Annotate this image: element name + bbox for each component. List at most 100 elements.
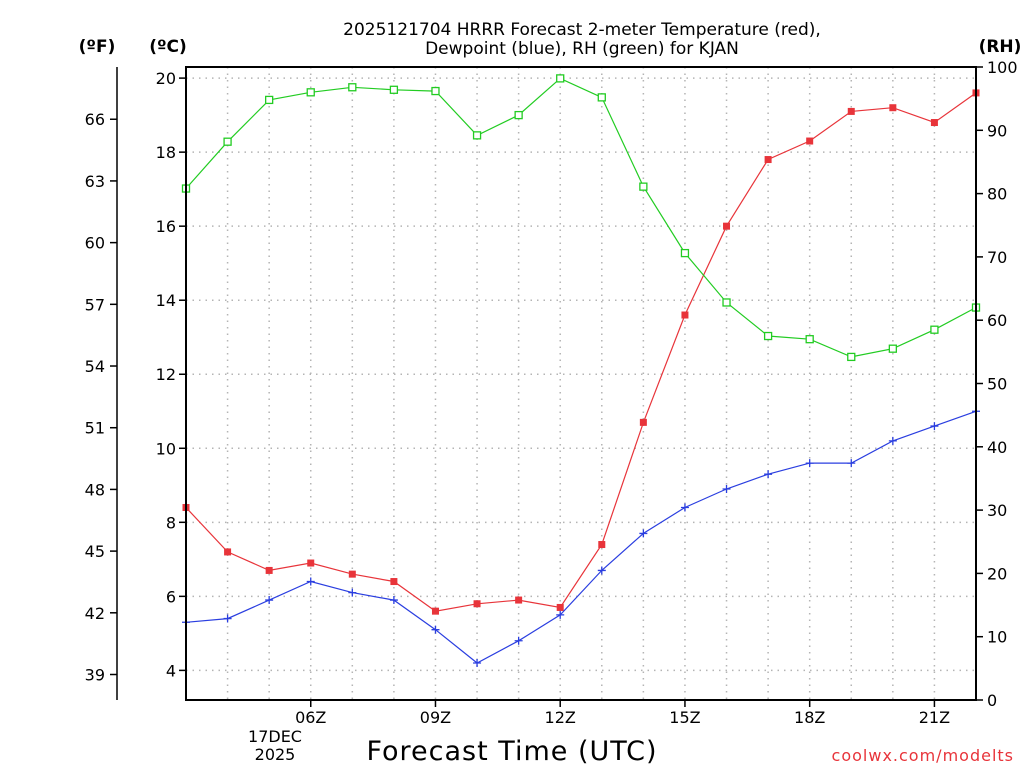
dewpoint-point	[514, 636, 523, 645]
temperature-point	[930, 119, 938, 127]
temperature-point	[307, 559, 315, 567]
rh-point	[805, 335, 814, 344]
fahrenheit-tick-label: 54	[85, 357, 105, 376]
rh-point	[639, 182, 648, 191]
rh-tick-label: 50	[987, 375, 1007, 394]
rh-point	[930, 325, 939, 334]
fahrenheit-tick-label: 63	[85, 172, 105, 191]
temperature-point	[847, 107, 855, 115]
dewpoint-point	[431, 625, 440, 634]
rh-point	[431, 86, 440, 96]
rh-point	[722, 298, 731, 307]
temperature-point	[681, 311, 689, 319]
x-tick-label: 18Z	[794, 708, 825, 727]
temperature-point	[431, 607, 439, 615]
temperature-series-line	[185, 92, 977, 612]
temperature-point	[723, 222, 731, 230]
temperature-point	[515, 596, 523, 604]
temperature-point	[556, 603, 564, 611]
dewpoint-point	[764, 470, 773, 479]
fahrenheit-unit-label: (ºF)	[79, 37, 116, 57]
rh-point	[763, 331, 773, 341]
temperature-point	[348, 570, 356, 578]
rh-point	[306, 88, 315, 97]
x-tick-label: 12Z	[545, 708, 576, 727]
grid-lines	[185, 67, 977, 700]
temperature-point	[764, 156, 772, 164]
chart-title-line1: 2025121704 HRRR Forecast 2-meter Tempera…	[343, 20, 821, 40]
fahrenheit-tick-label: 60	[85, 234, 105, 253]
celsius-tick-label: 4	[166, 661, 176, 680]
temperature-point	[390, 578, 398, 586]
rh-point	[556, 74, 565, 83]
temperature-point	[639, 418, 647, 426]
dewpoint-point	[265, 596, 274, 605]
fahrenheit-tick-label: 57	[85, 295, 105, 314]
celsius-tick-label: 10	[156, 439, 176, 458]
dewpoint-point	[348, 588, 357, 597]
dewpoint-point	[930, 422, 939, 431]
rh-point	[888, 344, 897, 353]
rh-tick-label: 70	[987, 248, 1007, 267]
temperature-point	[889, 104, 897, 112]
rh-point	[265, 95, 274, 105]
celsius-tick-label: 16	[156, 217, 176, 236]
fahrenheit-tick-label: 51	[85, 419, 105, 438]
dewpoint-point	[223, 614, 232, 623]
fahrenheit-tick-label: 45	[85, 542, 105, 561]
rh-tick-label: 20	[987, 564, 1007, 583]
dewpoint-point	[389, 596, 398, 605]
rh-tick-label: 60	[987, 311, 1007, 330]
dewpoint-point	[722, 485, 731, 493]
celsius-tick-label: 8	[166, 513, 176, 532]
rh-series-line	[185, 77, 977, 358]
fahrenheit-tick-label: 48	[85, 480, 105, 499]
celsius-tick-label: 18	[156, 143, 176, 162]
credit-text: coolwx.com/modelts	[832, 746, 1014, 765]
series-layer	[181, 74, 981, 667]
fahrenheit-tick-label: 39	[85, 665, 105, 684]
rh-tick-label: 10	[987, 628, 1007, 647]
plot-frame	[185, 66, 977, 701]
rh-tick-label: 0	[987, 691, 997, 710]
rh-point	[389, 85, 399, 94]
temperature-point	[265, 566, 273, 574]
dewpoint-point	[556, 610, 565, 619]
rh-point	[223, 137, 232, 146]
dewpoint-point	[597, 566, 606, 575]
rh-tick-label: 80	[987, 185, 1007, 204]
x-axis-label: Forecast Time (UTC)	[366, 736, 657, 767]
dewpoint-point	[680, 503, 689, 512]
rh-tick-label: 30	[987, 501, 1007, 520]
rh-tick-label: 40	[987, 438, 1007, 457]
temperature-point	[598, 541, 606, 549]
dewpoint-point	[306, 577, 315, 586]
dewpoint-point	[888, 436, 897, 445]
date-label-year: 2025	[255, 745, 296, 764]
dewpoint-point	[473, 658, 482, 667]
celsius-unit-label: (ºC)	[149, 37, 187, 57]
rh-point	[348, 83, 357, 92]
celsius-tick-label: 12	[156, 365, 176, 384]
x-tick-label: 06Z	[295, 708, 326, 727]
temperature-point	[473, 600, 481, 608]
chart-title-line2: Dewpoint (blue), RH (green) for KJAN	[425, 39, 739, 59]
dewpoint-point	[847, 459, 856, 468]
fahrenheit-tick-label: 42	[85, 604, 105, 623]
fahrenheit-tick-label: 66	[85, 110, 105, 129]
rh-point	[597, 93, 606, 102]
x-tick-label: 09Z	[420, 708, 451, 727]
date-label-day: 17DEC	[248, 727, 302, 746]
celsius-tick-label: 14	[156, 291, 176, 310]
temperature-point	[224, 548, 232, 556]
dewpoint-series-line	[185, 410, 977, 664]
rh-point	[472, 131, 482, 140]
celsius-tick-label: 6	[166, 587, 176, 606]
rh-tick-label: 90	[987, 121, 1007, 140]
rh-point	[680, 248, 690, 258]
axes-layer: 4 6 8 10 12 14 16 18 20 39 42 45 48 51 54 57 60 63 66 0 10 20…	[85, 58, 1018, 727]
rh-tick-label: 100	[987, 58, 1018, 77]
x-tick-label: 21Z	[919, 708, 950, 727]
temperature-point	[806, 137, 814, 145]
